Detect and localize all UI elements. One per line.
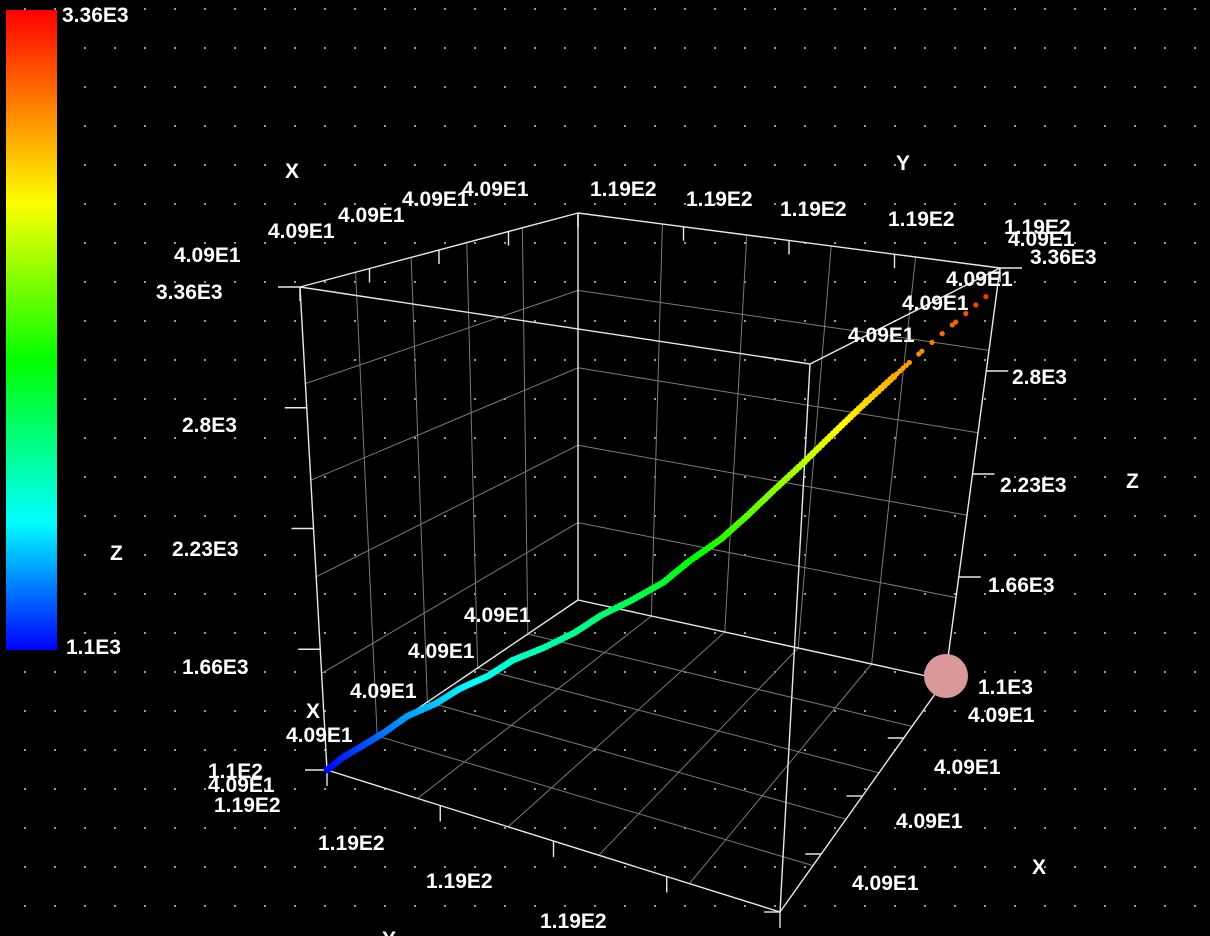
grid-line-right-wall-z: [577, 522, 957, 599]
grid-line-right-wall-v: [871, 256, 917, 665]
data-point: [963, 310, 969, 317]
grid-line-floor-b: [377, 735, 814, 867]
colormap-legend: 3.36E3 1.1E3 Z: [6, 4, 129, 659]
x-front-tick-label-1: 1.19E2: [426, 870, 493, 893]
x-axis-name-front: X: [1032, 856, 1046, 879]
back-edge-label-1: 4.09E1: [902, 292, 969, 315]
inner-edge-label-0: 4.09E1: [464, 604, 531, 627]
corner-label-left-bottom-1: 4.09E1: [208, 774, 275, 797]
grid-line-floor-a: [417, 615, 652, 799]
x-axis-name-top: X: [285, 160, 299, 183]
grid-line-left-wall-v: [355, 272, 378, 737]
x-tick-label-top-1: 4.09E1: [268, 220, 335, 243]
grid-line-left-wall-v: [466, 242, 479, 669]
grid-line-left-wall-z: [315, 444, 579, 578]
grid-line-floor-a: [598, 647, 799, 856]
x-tick-label-top-0: 4.09E1: [174, 244, 241, 267]
data-series: [323, 294, 989, 774]
grid-line-floor-a: [689, 663, 872, 884]
data-point: [973, 302, 979, 308]
z-tick-label-left-0: 1.66E3: [182, 656, 249, 679]
z-tick-label-right-1: 1.66E3: [988, 574, 1055, 597]
data-point: [929, 339, 935, 345]
corner-label-right-top-0: 1.19E2: [1004, 216, 1071, 239]
back-edge-label-2: 4.09E1: [848, 324, 915, 347]
y-axis-name-front: Y: [382, 928, 396, 936]
corner-label-right-top-1: 4.09E1: [1008, 228, 1075, 251]
y-front-tick-label-1: 4.09E1: [934, 756, 1001, 779]
grid-line-left-wall-z: [310, 367, 579, 481]
y-front-tick-label-0: 4.09E1: [968, 704, 1035, 727]
z-tick-label-right-3: 2.8E3: [1012, 366, 1067, 389]
inner-edge-label-2: 4.09E1: [350, 680, 417, 703]
grid-line-left-wall-v: [410, 257, 428, 703]
data-point: [906, 359, 913, 366]
grid-line-right-wall-z: [577, 289, 990, 351]
grid-lines: [305, 223, 990, 884]
x-axis-name-inner: X: [306, 700, 320, 723]
z-tick-label-left-3: 3.36E3: [156, 281, 223, 304]
colormap-axis-name: Z: [110, 542, 123, 565]
inner-edge-label-3: 4.09E1: [286, 724, 353, 747]
grid-line-right-wall-v: [797, 245, 832, 649]
grid-line-floor-b: [527, 633, 913, 727]
y-tick-label-top-0: 1.19E2: [590, 178, 657, 201]
back-edge-label-0: 4.09E1: [946, 268, 1013, 291]
z-tick-label-right-2: 2.23E3: [1000, 474, 1067, 497]
grid-line-floor-a: [507, 631, 726, 828]
z-tick-label-left-1: 2.23E3: [172, 538, 239, 561]
grid-line-right-wall-z: [577, 444, 968, 516]
data-point: [983, 294, 989, 300]
highlight-point[interactable]: [924, 654, 968, 698]
floor-back-right-edge: [577, 599, 946, 681]
corner-label-left-bottom-2: 1.19E2: [214, 794, 281, 817]
y-tick-label-top-3: 1.19E2: [888, 208, 955, 231]
y-axis-name-top: Y: [896, 152, 910, 175]
data-point: [953, 319, 959, 325]
grid-line-floor-b: [427, 701, 847, 820]
grid-line-right-wall-z: [577, 367, 979, 434]
corner-label-right-top-2: 3.36E3: [1030, 246, 1097, 269]
y-front-tick-label-3: 4.09E1: [852, 872, 919, 895]
x-tick-label-top-4: 4.09E1: [462, 178, 529, 201]
grid-line-right-wall-v: [650, 223, 663, 617]
front-vertical-edge: [779, 363, 811, 913]
x-front-tick-label-2: 1.19E2: [540, 910, 607, 933]
grid-line-floor-b: [477, 667, 880, 774]
grid-line-right-wall-v: [724, 234, 748, 633]
axis-labels: 3.36E3 2.8E3 2.23E3 1.66E3 2.8E3 2.23E3 …: [156, 152, 1139, 936]
grid-line-left-wall-v: [521, 227, 529, 635]
x-tick-label-top-3: 4.09E1: [402, 188, 469, 211]
z-axis-name-right: Z: [1126, 470, 1139, 493]
y-tick-label-top-1: 1.19E2: [686, 188, 753, 211]
x-tick-label-top-2: 4.09E1: [338, 204, 405, 227]
colormap-max-label: 3.36E3: [62, 4, 129, 27]
colormap-min-label: 1.1E3: [66, 636, 121, 659]
inner-edge-label-1: 4.09E1: [408, 640, 475, 663]
data-point: [939, 331, 945, 337]
corner-label-left-bottom-0: 1.1E2: [208, 760, 263, 783]
y-front-tick-label-2: 4.09E1: [896, 810, 963, 833]
x-front-tick-label-0: 1.19E2: [318, 832, 385, 855]
grid-line-left-wall-z: [305, 289, 579, 385]
z-tick-label-left-2: 2.8E3: [182, 414, 237, 437]
y-tick-label-top-2: 1.19E2: [780, 198, 847, 221]
data-point: [919, 348, 925, 354]
colormap-bar: [6, 10, 57, 650]
grid-line-left-wall-z: [321, 522, 579, 674]
z-tick-label-right-0: 1.1E3: [978, 676, 1033, 699]
